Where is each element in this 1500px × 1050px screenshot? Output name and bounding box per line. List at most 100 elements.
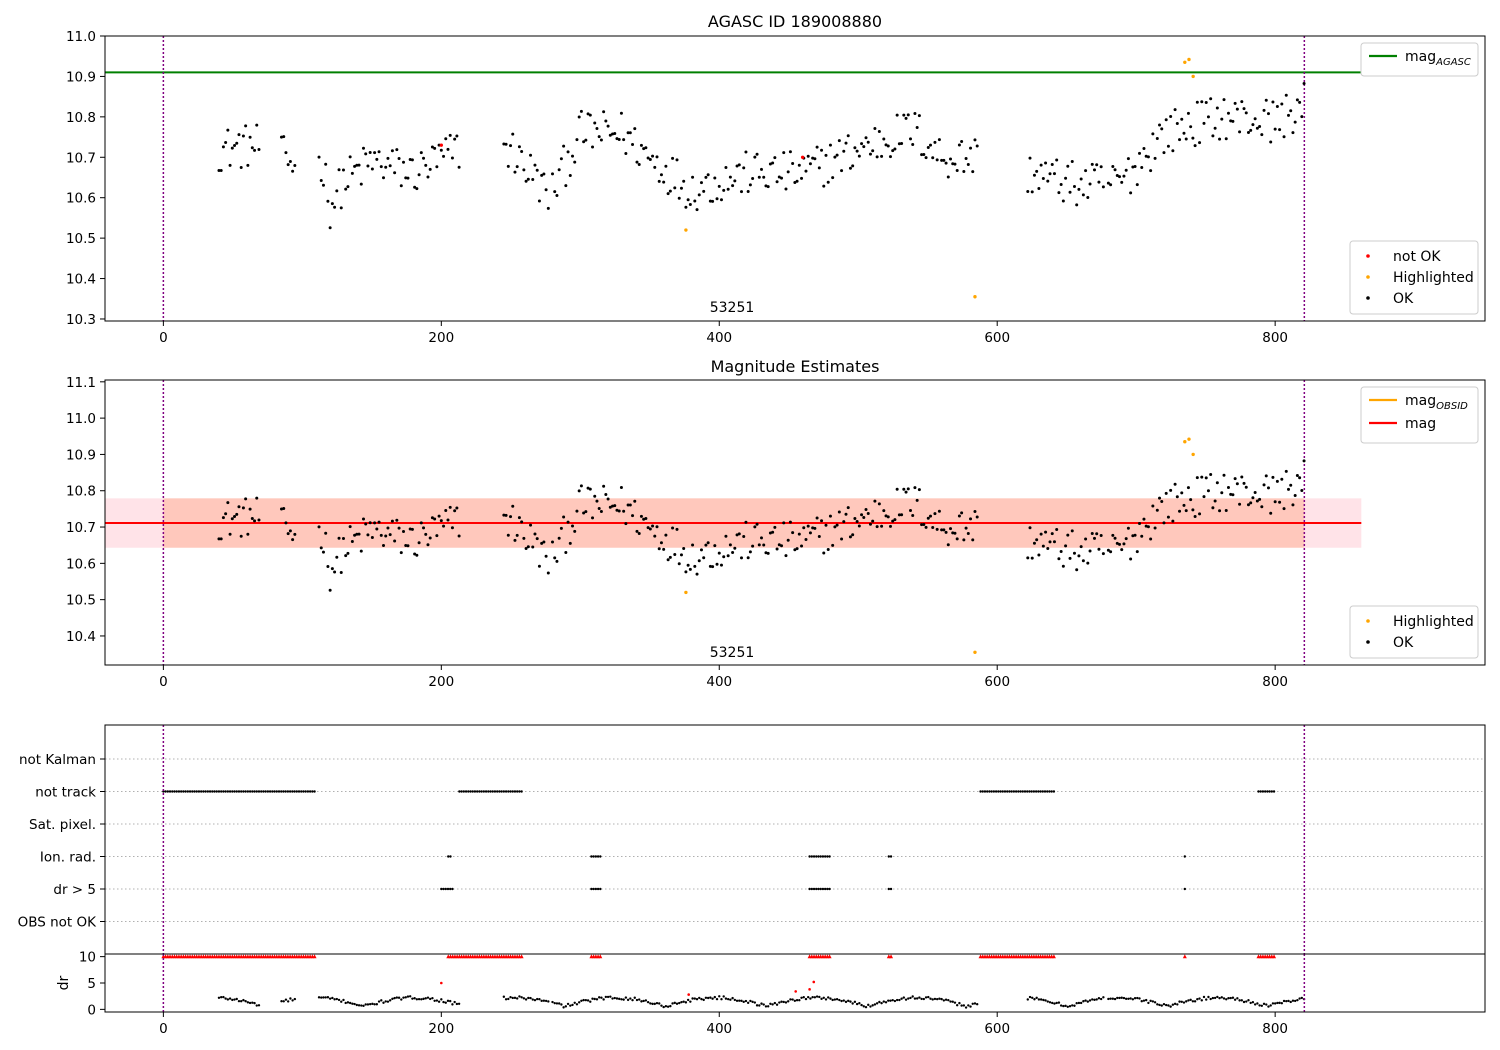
dr-point (749, 999, 752, 1003)
ok-point (626, 503, 630, 507)
dr-point (1185, 1000, 1188, 1003)
flag-point (1268, 790, 1271, 793)
dr-point (449, 999, 452, 1003)
ok-point (751, 177, 755, 181)
flag-point (1039, 790, 1042, 793)
ok-point (1229, 492, 1233, 496)
highlighted-point (684, 228, 688, 232)
ok-point (1246, 130, 1250, 134)
dr-point (1251, 1000, 1255, 1004)
ok-point (446, 518, 450, 522)
ok-point (962, 170, 966, 174)
ok-point (428, 536, 432, 540)
dr-point (771, 1003, 774, 1006)
dr-point (1162, 1002, 1166, 1006)
y-tick-label: 10.9 (66, 447, 96, 463)
flag-point (493, 790, 497, 793)
ok-point (1126, 157, 1130, 161)
dr-point (1233, 998, 1237, 1001)
ok-point (944, 161, 948, 165)
ok-point (1048, 540, 1052, 544)
ok-point (428, 167, 432, 171)
ok-point (373, 151, 377, 155)
ok-point (502, 142, 506, 146)
dr-red-point (808, 988, 811, 991)
dr-point (724, 997, 728, 1000)
ok-point (971, 170, 975, 174)
dr-point (755, 1004, 759, 1007)
dr-point (698, 996, 701, 1000)
ok-point (688, 567, 692, 571)
ok-point (737, 163, 741, 167)
ok-point (619, 486, 623, 490)
ok-point (1220, 117, 1224, 121)
ok-point (442, 154, 446, 158)
dr-point (515, 997, 519, 1000)
ok-point (822, 184, 826, 188)
flag-point (1266, 790, 1269, 793)
ok-point (1155, 508, 1159, 512)
dr-point (864, 1005, 868, 1009)
legend-marker-label: Highlighted (1393, 270, 1474, 286)
flag-point (311, 790, 314, 793)
flag-point (224, 790, 227, 793)
ok-point (857, 524, 861, 528)
dr-point (395, 996, 399, 999)
ok-point (1271, 475, 1275, 479)
flag-point (808, 887, 811, 891)
ok-point (404, 544, 408, 548)
ok-point (328, 588, 332, 592)
dr-point (1142, 999, 1146, 1002)
ok-point (773, 156, 777, 160)
ok-point (662, 547, 666, 551)
ok-point (410, 527, 414, 531)
dr-point (1031, 996, 1034, 999)
dr-point (869, 1005, 872, 1008)
ok-point (686, 563, 690, 567)
ok-point (1215, 106, 1219, 110)
dr-point (1111, 997, 1115, 1000)
ok-point (1302, 82, 1306, 86)
dr-point (600, 996, 603, 999)
ok-point (835, 153, 839, 157)
ok-point (726, 554, 730, 558)
dr-point (744, 999, 748, 1003)
ok-point (221, 516, 225, 520)
dr-point (882, 1000, 886, 1003)
ok-point (1195, 100, 1199, 104)
flag-point (1028, 790, 1031, 793)
flag-point (244, 790, 247, 793)
flag-point (596, 887, 600, 891)
ok-point (800, 176, 804, 180)
ok-point (1260, 505, 1264, 509)
ok-point (1278, 128, 1282, 132)
dr-point (386, 1000, 390, 1003)
dr-point (664, 1005, 668, 1008)
dr-point (953, 1001, 957, 1004)
ok-point (1202, 495, 1206, 499)
ok-point (219, 537, 223, 541)
dr-point (969, 1005, 972, 1008)
ok-point (571, 524, 575, 528)
ok-point (1193, 515, 1197, 519)
dr-point (838, 998, 841, 1002)
ok-point (679, 186, 683, 190)
ok-point (1166, 515, 1170, 519)
ok-point (802, 526, 806, 530)
ok-point (1206, 489, 1210, 493)
dr-point (431, 996, 434, 1000)
ok-point (942, 528, 946, 532)
ok-point (1298, 100, 1302, 104)
ok-point (744, 520, 748, 524)
dr-point (328, 997, 332, 1000)
legend-box (1360, 42, 1479, 77)
ok-point (520, 520, 524, 524)
ok-point (1035, 538, 1039, 542)
ok-point (1088, 182, 1092, 186)
flag-point (264, 790, 267, 793)
ok-point (1198, 512, 1202, 516)
dr-point (673, 1001, 676, 1005)
flag-point (592, 887, 595, 891)
